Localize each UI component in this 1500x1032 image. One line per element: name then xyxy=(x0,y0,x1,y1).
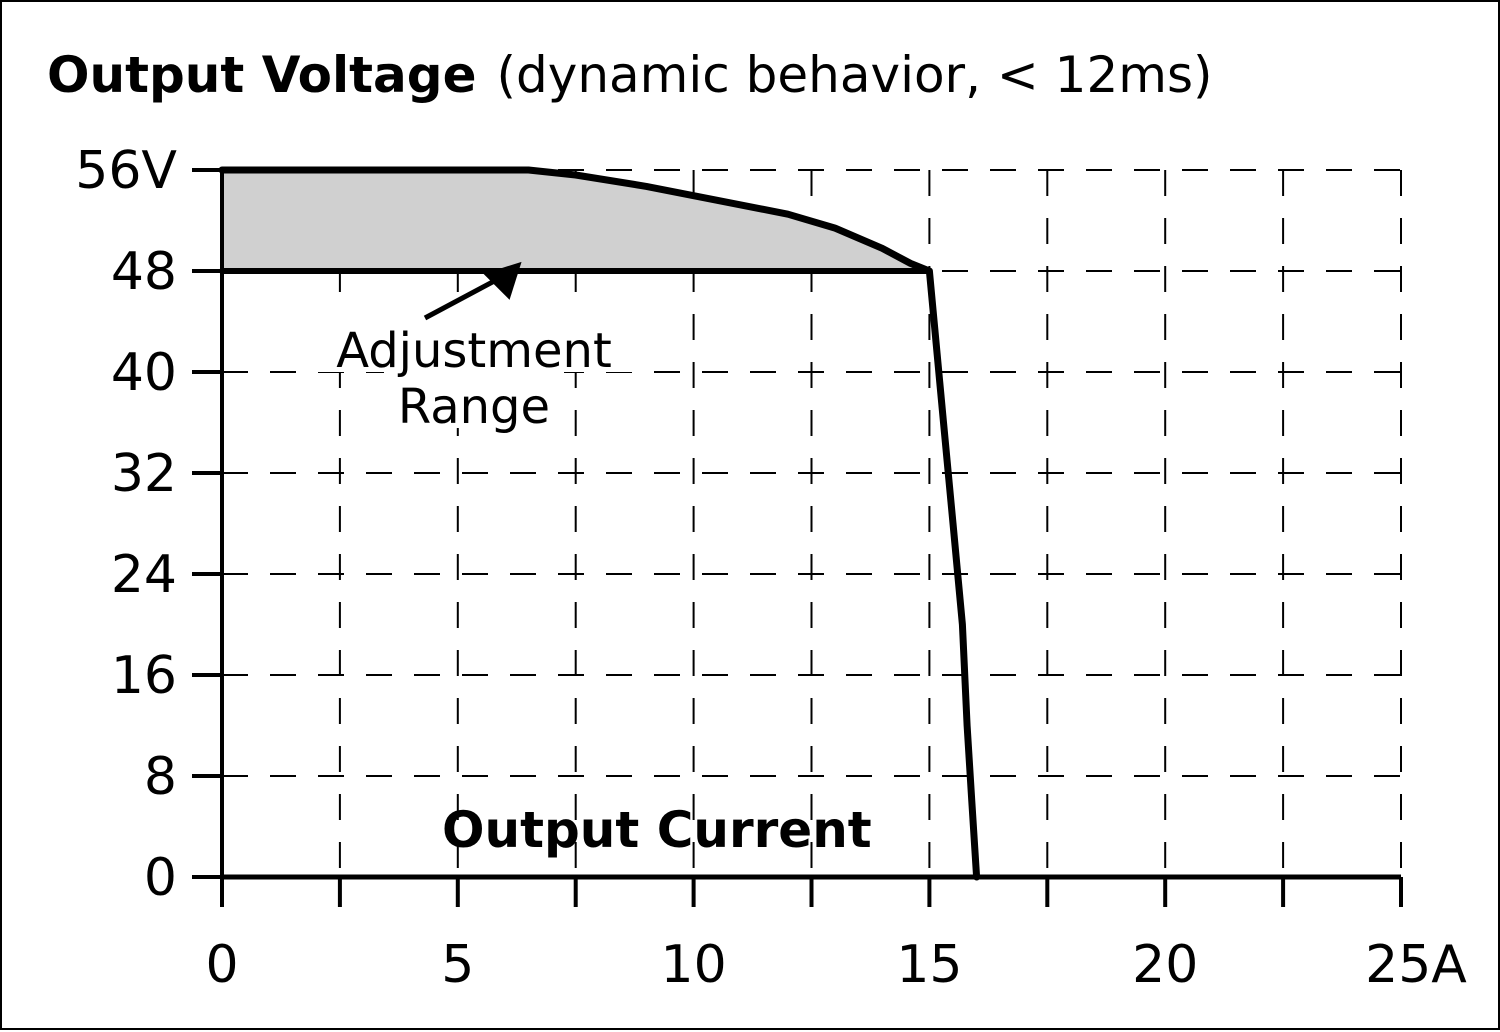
y-tick-label: 56V xyxy=(75,141,177,201)
annotation-label: Adjustment xyxy=(336,323,612,379)
series-line xyxy=(218,166,981,881)
annotation-arrow-head xyxy=(483,261,522,300)
grid-layer xyxy=(222,169,1402,877)
x-tick-label: 5 xyxy=(441,935,474,995)
chart-title-main: Output Voltage xyxy=(47,46,477,104)
line-layer xyxy=(218,166,981,881)
chart-title: Output Voltage (dynamic behavior, < 12ms… xyxy=(47,46,1213,104)
x-tick-label: 25A xyxy=(1365,935,1467,995)
y-tick-label: 40 xyxy=(111,343,177,403)
chart-subtitle: (dynamic behavior, < 12ms) xyxy=(497,46,1213,104)
y-tick-label: 32 xyxy=(111,444,177,504)
x-tick-label: 0 xyxy=(205,935,238,995)
y-tick-label: 24 xyxy=(111,545,177,605)
adjustment-range-area xyxy=(222,170,930,271)
area-layer xyxy=(222,170,930,271)
y-tick-label: 0 xyxy=(144,848,177,908)
x-tick-label: 10 xyxy=(661,935,727,995)
annotation-label: Range xyxy=(398,379,550,435)
label-layer: 0 8 16 24 32 40 48 56V 0 5 10 15 20 25A xyxy=(75,141,1467,995)
annotation-background xyxy=(384,370,564,428)
annotation-background xyxy=(309,314,639,372)
x-axis-label: Output Current xyxy=(442,801,872,859)
x-tick-label: 20 xyxy=(1132,935,1198,995)
x-tick-label: 15 xyxy=(896,935,962,995)
y-tick-label: 16 xyxy=(111,646,177,706)
y-tick-label: 8 xyxy=(144,747,177,807)
axis-layer xyxy=(192,168,1403,907)
y-tick-label: 48 xyxy=(111,242,177,302)
